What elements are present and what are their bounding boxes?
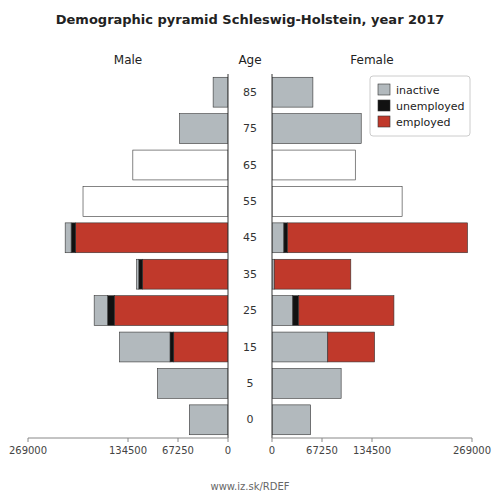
category-label: 55 bbox=[243, 195, 257, 208]
category-label: 5 bbox=[247, 377, 254, 390]
bar-segment bbox=[355, 150, 356, 180]
category-label: 85 bbox=[243, 86, 257, 99]
bar-segment bbox=[65, 223, 71, 253]
bar-segment bbox=[284, 223, 288, 253]
legend-label: unemployed bbox=[396, 100, 464, 113]
tick-label: 67250 bbox=[162, 445, 194, 456]
tick-label: 269000 bbox=[453, 445, 491, 456]
bar-segment bbox=[274, 259, 351, 289]
category-label: 0 bbox=[247, 413, 254, 426]
tick-label: 67250 bbox=[306, 445, 338, 456]
bar-segment bbox=[94, 296, 107, 326]
bar-segment bbox=[293, 296, 299, 326]
panel-label: Male bbox=[114, 53, 142, 67]
chart: Demographic pyramid Schleswig-Holstein, … bbox=[0, 0, 500, 500]
bar-segment bbox=[119, 332, 170, 362]
bar-segment bbox=[341, 368, 342, 398]
bar-segment bbox=[272, 223, 284, 253]
bar-segment bbox=[272, 405, 311, 435]
bar-segment bbox=[341, 368, 342, 398]
bar-segment bbox=[137, 259, 139, 289]
bar-segment bbox=[288, 223, 468, 253]
bar-segment bbox=[272, 296, 293, 326]
tick-label: 0 bbox=[225, 445, 231, 456]
category-label: 25 bbox=[243, 304, 257, 317]
legend-swatch bbox=[378, 100, 390, 111]
category-label: 75 bbox=[243, 122, 257, 135]
bar-segment bbox=[355, 150, 356, 180]
legend: inactive unemployed employed bbox=[370, 76, 470, 136]
bar-segment bbox=[180, 114, 228, 144]
category-label: 65 bbox=[243, 159, 257, 172]
bars bbox=[65, 77, 228, 434]
category-label: 45 bbox=[243, 231, 257, 244]
legend-swatch bbox=[378, 84, 390, 95]
footnote: www.iz.sk/RDEF bbox=[210, 481, 289, 492]
category-label: 35 bbox=[243, 268, 257, 281]
bar-segment bbox=[272, 368, 341, 398]
tick bbox=[178, 438, 179, 442]
bar-segment bbox=[139, 259, 143, 289]
bar-segment bbox=[76, 223, 228, 253]
bar-segment bbox=[310, 405, 311, 435]
tick bbox=[372, 438, 373, 442]
tick-label: 269000 bbox=[9, 445, 47, 456]
legend-swatch bbox=[378, 116, 390, 127]
bar-segment bbox=[312, 77, 313, 107]
bar-segment bbox=[272, 332, 328, 362]
bar-segment bbox=[71, 223, 75, 253]
tick bbox=[472, 438, 473, 442]
bar-segment bbox=[170, 332, 174, 362]
bar-segment bbox=[328, 332, 375, 362]
legend-box bbox=[370, 76, 470, 136]
bar-segment bbox=[142, 259, 228, 289]
bar-segment bbox=[133, 150, 228, 180]
bar-segment bbox=[361, 114, 362, 144]
panel-label: Female bbox=[350, 53, 393, 67]
bar-segment bbox=[189, 405, 228, 435]
legend-label: inactive bbox=[396, 84, 440, 97]
bar-segment bbox=[310, 405, 311, 435]
bar-segment bbox=[402, 186, 403, 216]
bar-segment bbox=[174, 332, 228, 362]
bar-segment bbox=[213, 77, 228, 107]
bar-segment bbox=[299, 296, 394, 326]
bar-segment bbox=[272, 114, 361, 144]
tick bbox=[128, 438, 129, 442]
baseline bbox=[272, 74, 273, 438]
bar-segment bbox=[272, 150, 355, 180]
tick-label: 134500 bbox=[109, 445, 147, 456]
legend-label: employed bbox=[396, 116, 451, 129]
bar-segment bbox=[157, 368, 228, 398]
bar-segment bbox=[83, 186, 228, 216]
tick-label: 0 bbox=[269, 445, 275, 456]
bar-segment bbox=[312, 77, 313, 107]
bar-segment bbox=[402, 186, 403, 216]
title: Demographic pyramid Schleswig-Holstein, … bbox=[56, 12, 445, 27]
tick bbox=[272, 438, 273, 442]
baseline bbox=[228, 74, 229, 438]
bar-segment bbox=[272, 186, 402, 216]
tick bbox=[228, 438, 229, 442]
bar-segment bbox=[108, 296, 115, 326]
category-label: 15 bbox=[243, 341, 257, 354]
tick bbox=[322, 438, 323, 442]
tick-label: 134500 bbox=[353, 445, 391, 456]
bar-segment bbox=[361, 114, 362, 144]
bar-segment bbox=[114, 296, 228, 326]
axis-label: Age bbox=[238, 53, 261, 67]
tick bbox=[28, 438, 29, 442]
bar-segment bbox=[272, 77, 313, 107]
